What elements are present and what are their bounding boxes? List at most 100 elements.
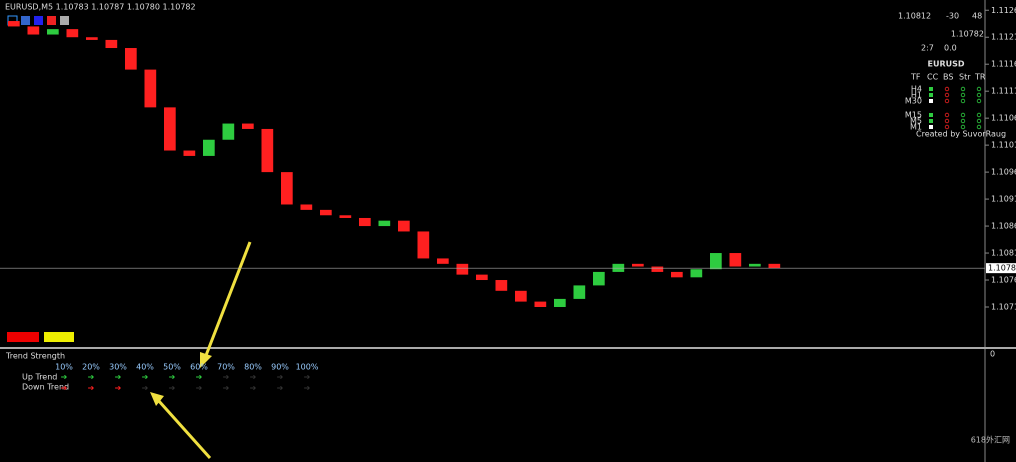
y-tick-label: 1.11160 bbox=[991, 60, 1016, 69]
candle bbox=[749, 263, 761, 267]
arrowhead bbox=[200, 352, 212, 368]
spread: -30 bbox=[946, 12, 959, 21]
candle bbox=[27, 26, 40, 35]
arrowhead bbox=[150, 392, 164, 406]
down-arrow: ➔ bbox=[61, 384, 68, 393]
down-arrow: ➔ bbox=[304, 384, 311, 393]
button[interactable] bbox=[44, 332, 74, 342]
signal bbox=[960, 124, 966, 130]
down-arrow: ➔ bbox=[169, 384, 176, 393]
down-arrow: ➔ bbox=[115, 384, 122, 393]
candle bbox=[729, 253, 742, 267]
timeframe: M1 bbox=[910, 123, 922, 132]
panel-header: Str bbox=[959, 73, 971, 82]
down-arrow: ➔ bbox=[88, 384, 95, 393]
signal bbox=[929, 113, 933, 117]
panel-header: BS bbox=[943, 73, 953, 82]
up-arrow: ➔ bbox=[142, 373, 149, 382]
candle bbox=[222, 123, 235, 140]
signal bbox=[960, 92, 966, 98]
candle bbox=[125, 48, 137, 70]
candle bbox=[456, 263, 469, 275]
annotation-arrow bbox=[203, 241, 252, 359]
candle bbox=[144, 69, 157, 108]
pane-title: Trend Strength bbox=[5, 352, 65, 361]
signal bbox=[944, 98, 950, 104]
candle bbox=[651, 266, 664, 272]
pane-zero: 0 bbox=[990, 350, 995, 359]
ratio: 2:7 bbox=[921, 44, 934, 53]
down-arrow: ➔ bbox=[250, 384, 257, 393]
signal bbox=[960, 118, 966, 124]
signal bbox=[976, 92, 982, 98]
timeframe: M15 bbox=[905, 111, 922, 120]
candle bbox=[534, 301, 547, 307]
signal bbox=[976, 98, 982, 104]
candle bbox=[320, 209, 332, 216]
candle bbox=[495, 280, 508, 291]
candle bbox=[8, 21, 20, 27]
y-tick-label: 1.11210 bbox=[991, 33, 1016, 42]
candle bbox=[515, 290, 527, 302]
candle bbox=[242, 123, 254, 129]
tool-icon bbox=[34, 16, 43, 25]
level-label: 10% bbox=[55, 363, 73, 372]
candle bbox=[768, 263, 781, 269]
signal bbox=[929, 93, 933, 97]
signal bbox=[976, 112, 982, 118]
signal bbox=[976, 124, 982, 130]
signal bbox=[976, 118, 982, 124]
up-arrow: ➔ bbox=[115, 373, 122, 382]
signal bbox=[929, 87, 933, 91]
signal bbox=[929, 99, 933, 103]
price-tag bbox=[986, 263, 1016, 274]
down-arrow: ➔ bbox=[196, 384, 203, 393]
signal bbox=[944, 86, 950, 92]
candle bbox=[710, 253, 722, 270]
up-label: Up Trend bbox=[22, 373, 57, 382]
candle bbox=[378, 220, 391, 227]
y-tick-label: 1.10760 bbox=[991, 276, 1016, 285]
candle bbox=[66, 29, 79, 38]
candle bbox=[632, 263, 644, 267]
candle bbox=[417, 231, 430, 259]
button[interactable] bbox=[7, 332, 39, 342]
price: 1.10782 bbox=[951, 30, 984, 39]
y-tick-label: 1.10710 bbox=[991, 302, 1016, 311]
candle bbox=[183, 150, 196, 156]
credit: Created by SuvorRaug bbox=[916, 130, 1006, 139]
candle bbox=[281, 172, 293, 205]
panel-header: TF bbox=[910, 73, 921, 82]
panel-header: TR bbox=[974, 73, 986, 82]
level-label: 90% bbox=[271, 363, 289, 372]
candle bbox=[261, 128, 274, 173]
candle bbox=[476, 274, 488, 281]
timeframe: M30 bbox=[905, 97, 922, 106]
level-label: 50% bbox=[163, 363, 181, 372]
signal bbox=[976, 86, 982, 92]
candle bbox=[437, 258, 449, 264]
candle bbox=[690, 269, 703, 278]
level-label: 40% bbox=[136, 363, 154, 372]
panel-header: CC bbox=[927, 73, 939, 82]
candle bbox=[593, 271, 605, 286]
candle bbox=[203, 139, 215, 156]
signal bbox=[960, 86, 966, 92]
up-arrow: ➔ bbox=[169, 373, 176, 382]
candle bbox=[573, 285, 586, 299]
signal bbox=[944, 92, 950, 98]
chart-title: EURUSD,M5 1.10783 1.10787 1.10780 1.1078… bbox=[5, 3, 196, 12]
level-label: 70% bbox=[217, 363, 235, 372]
candle bbox=[86, 37, 98, 40]
timeframe: M5 bbox=[910, 117, 922, 126]
signal bbox=[960, 98, 966, 104]
signal bbox=[944, 118, 950, 124]
candle bbox=[47, 29, 59, 35]
y-tick-label: 1.11260 bbox=[991, 6, 1016, 15]
candle bbox=[554, 298, 566, 307]
candle bbox=[398, 220, 410, 232]
tool-icon bbox=[21, 16, 30, 25]
candle bbox=[359, 217, 371, 227]
bid: 1.10812 bbox=[898, 12, 931, 21]
